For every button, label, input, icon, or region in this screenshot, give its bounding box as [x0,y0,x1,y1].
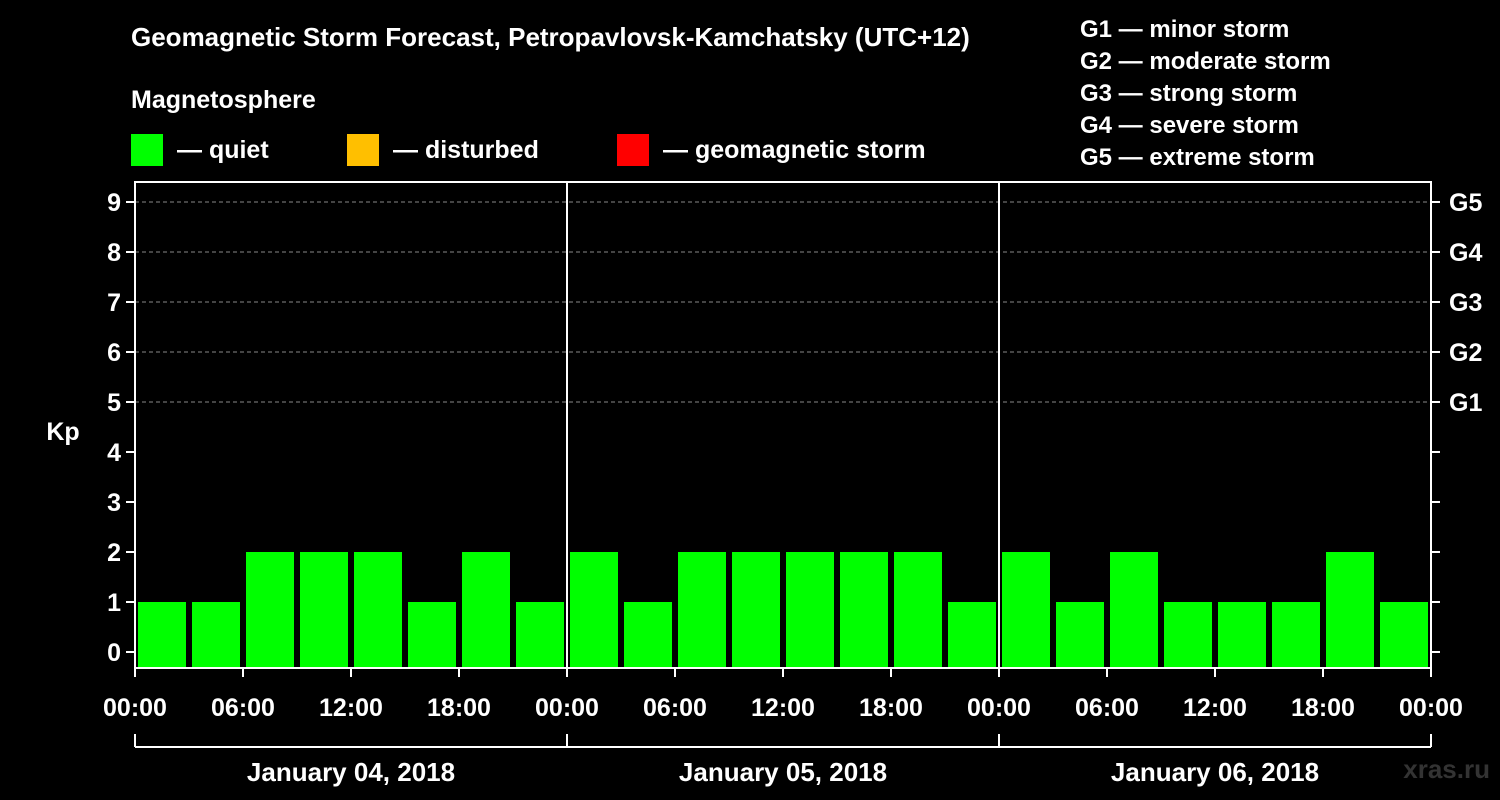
y-tick-label: 5 [107,389,121,417]
legend-label-quiet: — quiet [177,135,269,164]
y-tick-label: 1 [107,589,121,617]
day-label: January 04, 2018 [247,757,455,787]
g-tick-label: G1 [1449,389,1482,417]
kp-bar [570,552,618,668]
chart-title: Geomagnetic Storm Forecast, Petropavlovs… [131,22,970,52]
x-tick-label: 06:00 [643,694,707,722]
kp-bar [786,552,834,668]
x-tick-label: 12:00 [751,694,815,722]
x-tick-label: 12:00 [319,694,383,722]
storm-scale-legend: G1 — minor storm G2 — moderate storm G3 … [1080,14,1331,174]
x-tick-label: 06:00 [211,694,275,722]
kp-bar [516,602,564,668]
kp-bar [192,602,240,668]
disturbed-swatch [347,134,379,166]
y-tick-label: 3 [107,489,121,517]
kp-bar [1326,552,1374,668]
kp-bar [1218,602,1266,668]
y-tick-label: 4 [107,439,121,467]
quiet-swatch [131,134,163,166]
kp-bar [246,552,294,668]
legend-label-disturbed: — disturbed [393,135,539,164]
g-tick-label: G3 [1449,289,1482,317]
kp-bar [1164,602,1212,668]
x-tick-label: 18:00 [859,694,923,722]
storm-scale-g4: G4 — severe storm [1080,112,1299,139]
legend-item-quiet: — quiet [131,133,269,167]
kp-bar [948,602,996,668]
kp-bar [1056,602,1104,668]
storm-scale-g2: G2 — moderate storm [1080,48,1331,75]
x-tick-label: 00:00 [1399,694,1463,722]
kp-bar [462,552,510,668]
x-tick-label: 12:00 [1183,694,1247,722]
legend-item-disturbed: — disturbed [347,133,539,167]
kp-bar [138,602,186,668]
kp-bar [300,552,348,668]
x-tick-label: 06:00 [1075,694,1139,722]
kp-bar [732,552,780,668]
kp-bar [1380,602,1428,668]
storm-scale-g5: G5 — extreme storm [1080,144,1315,171]
x-tick-label: 18:00 [1291,694,1355,722]
kp-bar [624,602,672,668]
y-tick-label: 6 [107,339,121,367]
y-tick-label: 7 [107,289,121,317]
legend-item-storm: — geomagnetic storm [617,133,926,167]
day-label: January 06, 2018 [1111,757,1319,787]
g-tick-label: G2 [1449,339,1482,367]
g-tick-label: G4 [1449,239,1482,267]
storm-scale-g1: G1 — minor storm [1080,16,1290,43]
kp-bar [354,552,402,668]
kp-bar [840,552,888,668]
x-tick-label: 18:00 [427,694,491,722]
y-axis-label: Kp [46,418,79,446]
kp-bar [408,602,456,668]
x-tick-label: 00:00 [103,694,167,722]
y-tick-label: 9 [107,189,121,217]
y-tick-label: 8 [107,239,121,267]
y-tick-label: 0 [107,639,121,667]
magnetosphere-heading: Magnetosphere [131,86,316,114]
kp-bar [1002,552,1050,668]
kp-bar [894,552,942,668]
kp-bar [678,552,726,668]
x-tick-label: 00:00 [967,694,1031,722]
kp-bar [1272,602,1320,668]
storm-scale-g3: G3 — strong storm [1080,80,1298,107]
legend-label-storm: — geomagnetic storm [663,135,926,164]
g-tick-label: G5 [1449,189,1482,217]
kp-bar [1110,552,1158,668]
storm-swatch [617,134,649,166]
x-tick-label: 00:00 [535,694,599,722]
y-tick-label: 2 [107,539,121,567]
day-label: January 05, 2018 [679,757,887,787]
watermark: xras.ru [1403,754,1490,784]
